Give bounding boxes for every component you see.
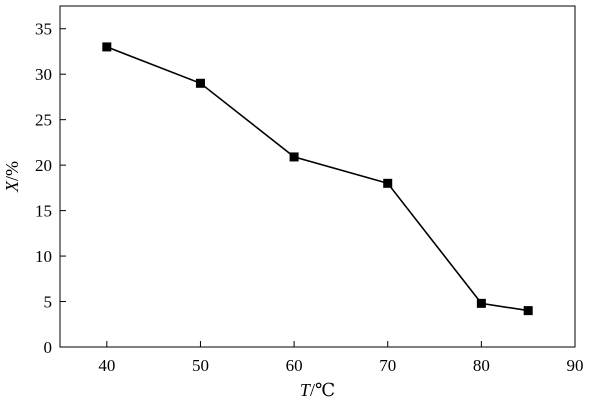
data-point-marker	[195, 78, 205, 88]
y-tick-label: 20	[35, 156, 52, 175]
y-axis-title: X/%	[2, 161, 22, 193]
y-tick-label: 30	[35, 65, 52, 84]
data-point-marker	[383, 178, 393, 188]
x-tick-label: 90	[567, 356, 584, 375]
y-axis-unit: /%	[2, 161, 22, 181]
y-tick-label: 10	[35, 247, 52, 266]
y-tick-label: 15	[35, 202, 52, 221]
y-tick-label: 35	[35, 20, 52, 39]
series-line	[106, 46, 529, 312]
x-axis-unit: /℃	[310, 380, 335, 400]
x-tick-label: 60	[286, 356, 303, 375]
y-axis-ticks: 0 5 10 15 20 25 30 35	[35, 20, 66, 357]
x-tick-label: 40	[98, 356, 115, 375]
x-axis-ticks: 40 50 60 70 80 90	[98, 341, 584, 375]
x-tick-label: 80	[473, 356, 490, 375]
data-point-marker	[289, 152, 299, 162]
plot-frame	[59, 5, 576, 348]
y-tick-label: 0	[44, 338, 53, 357]
data-point-marker	[476, 298, 486, 308]
x-axis-title: T/℃	[300, 380, 335, 400]
x-tick-label: 50	[192, 356, 209, 375]
x-tick-label: 70	[379, 356, 396, 375]
y-axis-var: X	[2, 180, 22, 193]
data-point-marker	[102, 42, 112, 52]
y-tick-label: 25	[35, 111, 52, 130]
x-axis-var: T	[300, 380, 312, 400]
series-group	[102, 42, 533, 316]
data-point-marker	[523, 306, 533, 316]
y-tick-label: 5	[44, 293, 53, 312]
